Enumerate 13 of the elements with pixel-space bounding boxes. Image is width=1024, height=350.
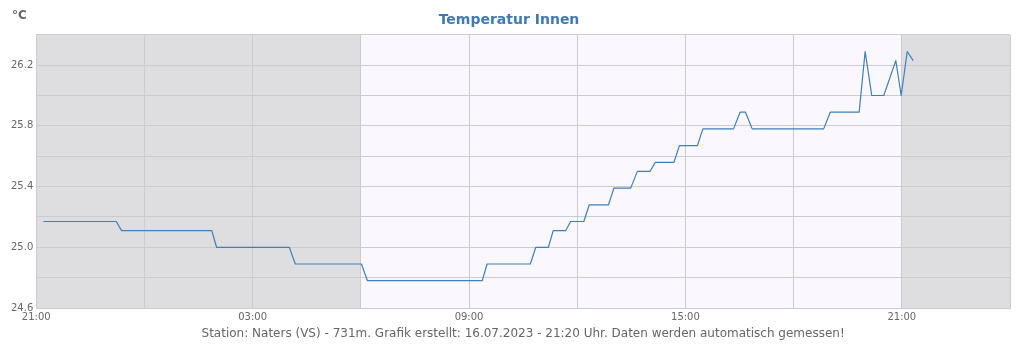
x-tick-label: 09:00 <box>454 310 484 322</box>
y-tick-label: 25.8 <box>11 119 34 131</box>
text: Station: Naters (VS) - 731m. Grafik erstellt: 16.07.2023 - 21:20 Uhr. Daten werden automatisch gemessen! <box>201 326 845 341</box>
y-tick-label: 24.6 <box>11 301 34 313</box>
x-tick-label: 03:00 <box>238 310 268 322</box>
y-tick-label: 25.0 <box>11 240 34 252</box>
y-tick-label: 25.4 <box>11 180 34 192</box>
x-tick-label: 21:00 <box>887 310 917 322</box>
chart-title: Temperatur Innen <box>438 11 580 28</box>
y-tick-label: 26.2 <box>11 58 34 70</box>
x-tick-label: 21:00 <box>21 310 51 322</box>
y-axis-title: °C <box>12 8 27 23</box>
x-tick-label: 15:00 <box>671 310 700 322</box>
